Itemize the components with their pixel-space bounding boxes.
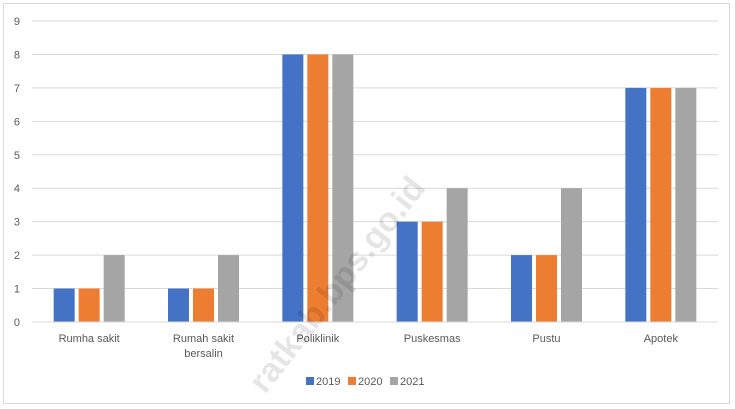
bar-2019	[53, 288, 75, 322]
bar-2020	[193, 288, 214, 322]
x-category-label: bersalin	[184, 348, 223, 360]
bar-2021	[446, 188, 468, 322]
y-tick-label: 9	[14, 16, 20, 28]
y-tick-label: 5	[14, 150, 20, 162]
y-tick-label: 2	[14, 250, 20, 262]
y-tick-label: 4	[14, 183, 20, 195]
bar-2020	[307, 54, 329, 322]
y-tick-label: 6	[14, 116, 20, 128]
bar-2019	[282, 54, 304, 322]
bar-2020	[536, 255, 557, 322]
x-category-label: Pustu	[532, 333, 560, 345]
bar-2021	[675, 87, 697, 322]
legend-swatch	[306, 377, 314, 385]
bar-2020	[421, 221, 443, 322]
legend: 2019 2020 2021	[306, 376, 424, 388]
bar-2020	[650, 87, 672, 322]
y-axis-ticks: 0 1 2 3 4 5 6 7 8 9	[14, 16, 20, 329]
legend-swatch	[390, 377, 398, 385]
y-tick-label: 8	[14, 49, 20, 61]
y-tick-label: 1	[14, 284, 20, 296]
bars	[53, 54, 697, 322]
x-category-label: Apotek	[644, 333, 679, 345]
x-category-label: Rumah sakit	[173, 333, 234, 345]
x-axis-categories: Rumha sakit Rumah sakit bersalin Poliklinik…	[59, 333, 679, 360]
x-category-label: Rumha sakit	[59, 333, 120, 345]
chart-frame	[3, 3, 730, 404]
bar-2020	[78, 288, 100, 322]
y-tick-label: 0	[14, 317, 20, 329]
bar-2021	[103, 255, 125, 322]
legend-label: 2021	[400, 376, 424, 388]
gridlines	[32, 20, 718, 290]
x-category-label: Puskesmas	[404, 333, 461, 345]
bar-2019	[396, 221, 418, 322]
bar-2021	[332, 54, 354, 322]
y-tick-label: 3	[14, 217, 20, 229]
bar-2019	[625, 87, 647, 322]
bar-2019	[511, 255, 532, 322]
legend-label: 2019	[316, 376, 340, 388]
y-tick-label: 7	[14, 83, 20, 95]
bar-2021	[561, 188, 582, 322]
bar-2021	[218, 255, 239, 322]
x-category-label: Poliklinik	[296, 333, 339, 345]
bar-2019	[168, 288, 189, 322]
legend-swatch	[348, 377, 356, 385]
legend-label: 2020	[358, 376, 382, 388]
